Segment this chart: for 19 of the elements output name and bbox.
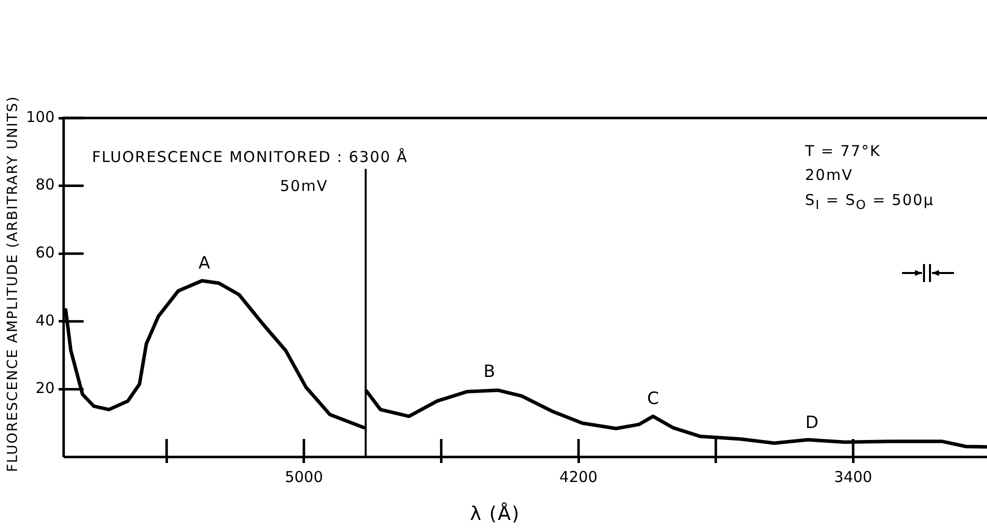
annotation: 50mV bbox=[280, 177, 328, 195]
y-tick-label: 100 bbox=[26, 108, 55, 126]
annotation: T = 77°K bbox=[805, 142, 881, 160]
y-tick-label: 20 bbox=[36, 379, 55, 398]
y-tick-label: 80 bbox=[36, 176, 55, 194]
annotation: FLUORESCENCE MONITORED : 6300 Å bbox=[92, 148, 408, 166]
annotation: B bbox=[483, 362, 496, 382]
annotation: A bbox=[198, 254, 211, 274]
y-tick-label: 60 bbox=[36, 243, 55, 262]
annotation: S$_{I}$ = S$_{O}$ = 500μ bbox=[805, 191, 934, 212]
annotation: D bbox=[805, 412, 818, 433]
annotation: 20mV bbox=[805, 166, 853, 184]
x-axis-title: λ (Å) bbox=[470, 503, 520, 525]
x-tick-label: 3400 bbox=[834, 468, 872, 486]
y-axis-title: FLUORESCENCE AMPLITUDE (ARBITRARY UNITS) bbox=[5, 96, 21, 472]
x-tick-label: 5000 bbox=[284, 468, 324, 486]
annotation: C bbox=[647, 389, 659, 410]
x-tick-label: 4200 bbox=[559, 468, 598, 486]
y-tick-label: 40 bbox=[36, 311, 55, 330]
